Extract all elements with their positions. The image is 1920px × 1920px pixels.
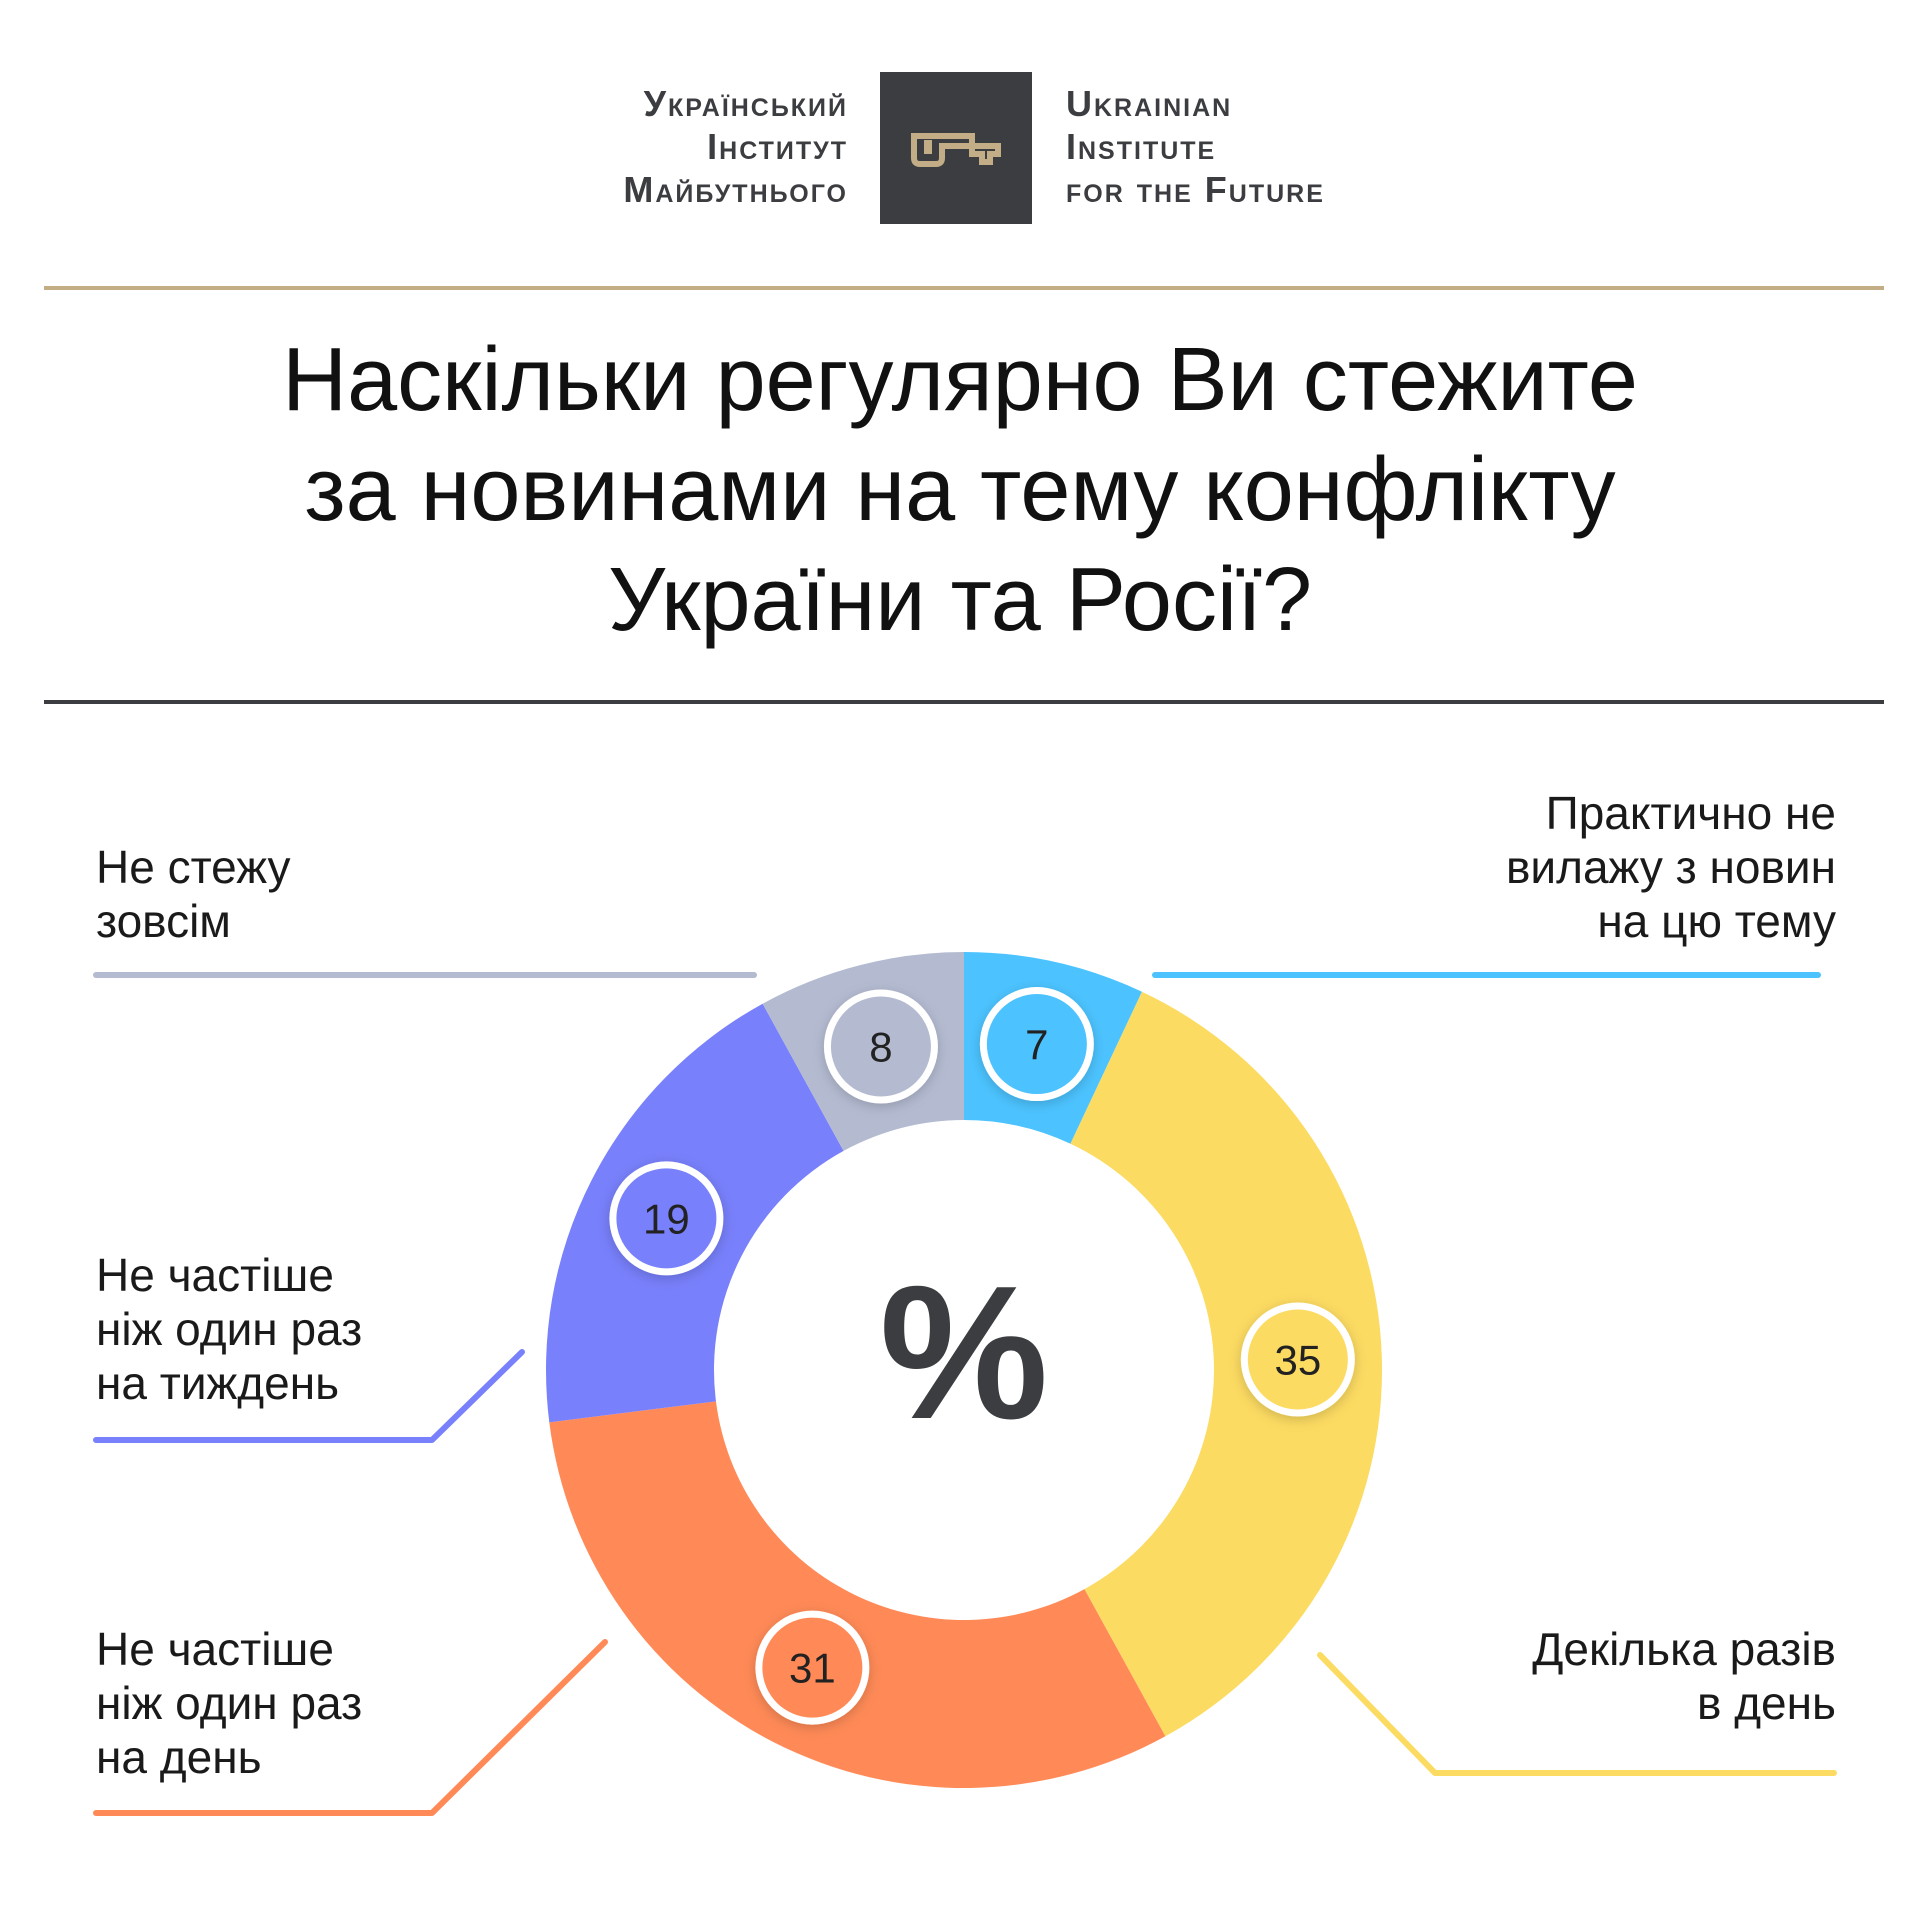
badge-fill — [762, 1617, 863, 1718]
label-not-following: Не стежу зовсім — [96, 840, 516, 948]
value-label: 8 — [869, 1023, 892, 1070]
value-badge: 8 — [823, 989, 938, 1104]
label-line: на день — [96, 1731, 262, 1783]
label-several-times-a-day: Декілька разів в день — [1376, 1622, 1836, 1730]
logo-ukrainian-name: Український Інститут Майбутнього — [488, 82, 848, 211]
label-line: ніж один раз — [96, 1677, 363, 1729]
label-line: ніж один раз — [96, 1303, 363, 1355]
logo-english-name: Ukrainian Institute for the Future — [1066, 82, 1466, 211]
label-line: в день — [1696, 1677, 1836, 1729]
value-badge: 35 — [1240, 1302, 1355, 1417]
title-line-1: Наскільки регулярно Ви стежите — [282, 330, 1638, 430]
badge-fill — [830, 996, 931, 1097]
label-line: вилажу з новин — [1505, 841, 1836, 893]
percent-symbol: % — [880, 1247, 1049, 1459]
label-line: Декілька разів — [1532, 1623, 1836, 1675]
value-badge: 7 — [979, 987, 1094, 1102]
logo-box — [880, 72, 1032, 224]
value-label: 35 — [1274, 1337, 1321, 1384]
value-badge: 19 — [609, 1161, 724, 1276]
value-label: 19 — [643, 1195, 690, 1242]
value-badge: 31 — [755, 1610, 870, 1725]
logo: Український Інститут Майбутнього Ukraini… — [0, 72, 1920, 224]
label-line: на тиждень — [96, 1357, 340, 1409]
key-icon — [911, 133, 1001, 167]
top-divider — [44, 286, 1884, 290]
badge-fill — [986, 994, 1087, 1095]
title-line-2: за новинами на тему конфлікту — [304, 440, 1616, 540]
label-line: зовсім — [96, 895, 231, 947]
donut-slice — [549, 1401, 1166, 1788]
title-line-3: України та Росії? — [607, 550, 1313, 650]
logo-ua-line-1: Український — [643, 83, 848, 124]
label-once-a-week: Не частіше ніж один раз на тиждень — [96, 1248, 556, 1410]
logo-ua-line-3: Майбутнього — [623, 169, 848, 210]
label-line: Практично не — [1545, 787, 1836, 839]
badge-fill — [616, 1168, 717, 1269]
logo-en-line-1: Ukrainian — [1066, 83, 1233, 124]
logo-ua-line-2: Інститут — [707, 126, 848, 167]
leader-line — [1317, 1652, 1837, 1776]
label-line: Не частіше — [96, 1249, 334, 1301]
value-label: 31 — [789, 1645, 836, 1692]
badge-fill — [1247, 1309, 1348, 1410]
logo-en-line-3: for the Future — [1066, 169, 1325, 210]
label-once-a-day: Не частіше ніж один раз на день — [96, 1622, 556, 1784]
leader-line — [93, 1349, 525, 1443]
label-line: на цю тему — [1597, 895, 1836, 947]
donut-slice — [1070, 991, 1382, 1737]
value-label: 7 — [1025, 1021, 1048, 1068]
title-divider — [44, 700, 1884, 704]
logo-en-line-2: Institute — [1066, 126, 1217, 167]
question-title: Наскільки регулярно Ви стежите за новина… — [100, 325, 1820, 655]
label-practically-constantly: Практично не вилажу з новин на цю тему — [1316, 786, 1836, 948]
label-line: Не стежу — [96, 841, 291, 893]
label-line: Не частіше — [96, 1623, 334, 1675]
leader-line — [93, 1639, 608, 1816]
